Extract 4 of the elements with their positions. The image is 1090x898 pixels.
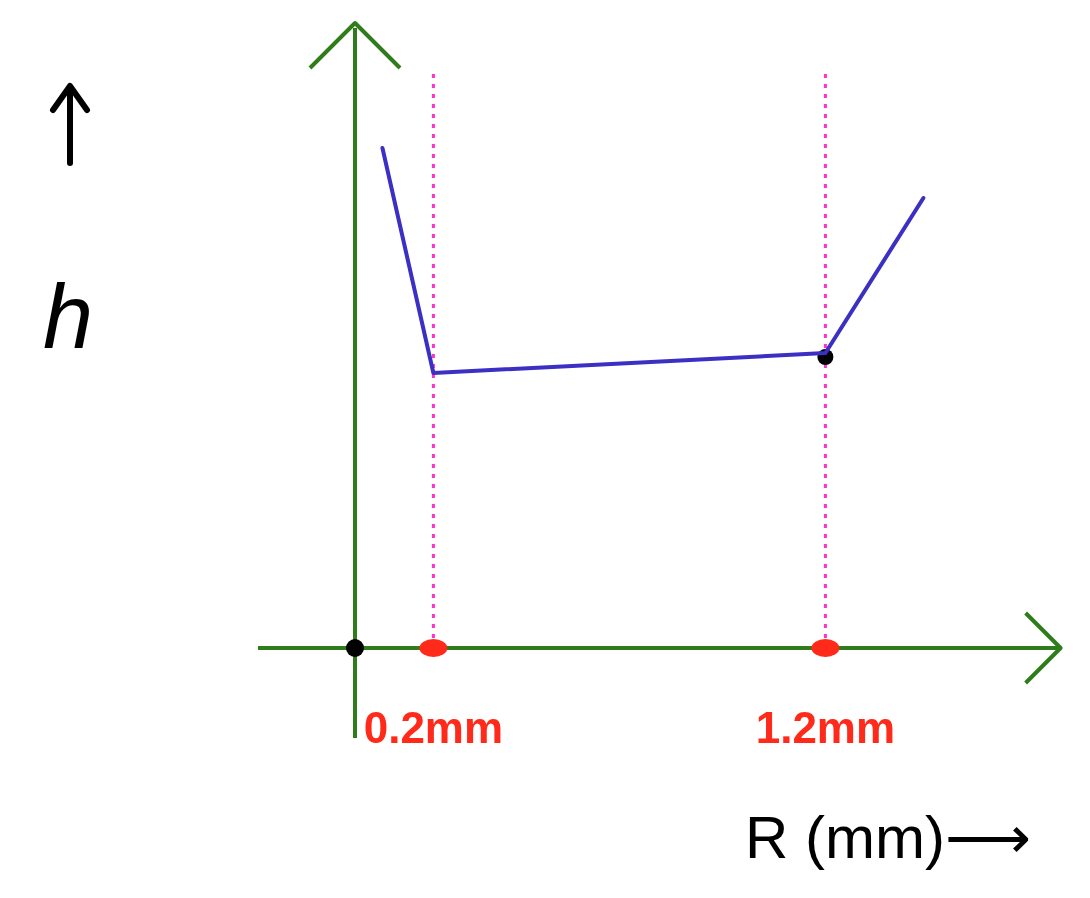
x-axis-title: R (mm)⟶ [745,804,1031,871]
x-tick-label: 0.2mm [363,703,504,752]
x-tick-label: 1.2mm [755,703,896,752]
y-axis-title: h [42,267,94,367]
